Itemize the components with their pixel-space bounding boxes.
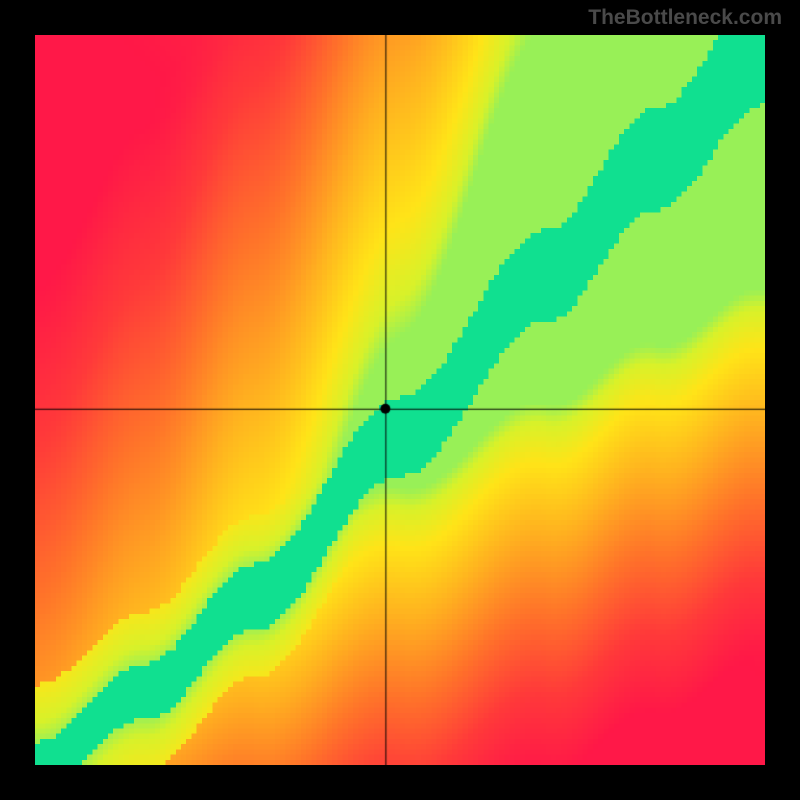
watermark-text: TheBottleneck.com (588, 6, 782, 30)
crosshair-overlay (35, 35, 765, 765)
heatmap-plot (35, 35, 765, 765)
